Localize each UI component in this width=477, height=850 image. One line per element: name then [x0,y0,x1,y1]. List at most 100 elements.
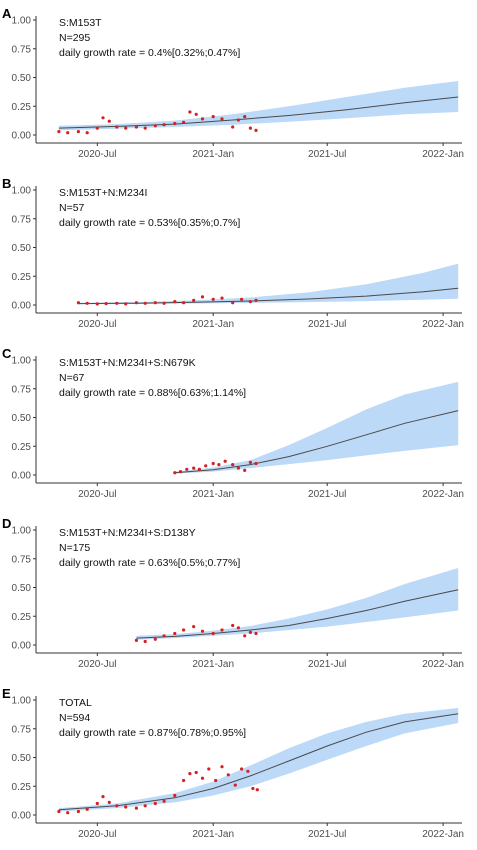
observed-point [76,301,80,305]
observed-point [231,301,235,305]
observed-point [143,639,147,644]
y-tick-label: 0.00 [12,471,32,482]
observed-point [192,625,196,629]
observed-point [236,118,240,122]
chart-panel-d: D 0.00 0.25 0.50 0.75 1.00 2020-Jul 2021-Jan 202… [2,516,464,670]
fitted-trend-line [136,589,459,639]
x-tick-label: 2021-Jul [308,489,346,500]
x-tick-label: 2022-Jan [422,149,464,160]
observed-point [173,793,177,798]
chart-panel-a: A 0.00 0.25 0.50 0.75 1.00 2020-Jul 2021-Jan 202… [2,6,464,160]
sample-count-label: N=67 [59,372,85,384]
x-tick-label: 2022-Jan [422,489,464,500]
observed-point [182,301,186,305]
y-tick-label: 0.75 [12,554,32,565]
observed-point [173,471,177,475]
observed-point [178,470,183,474]
observed-point [194,112,198,116]
observed-point [104,302,108,306]
observed-point [185,467,189,471]
confidence-band [174,381,459,474]
fitted-trend-line [58,713,459,811]
x-tick-label: 2021-Jan [192,489,234,500]
observed-point [85,301,89,305]
x-tick-label: 2022-Jan [422,319,464,330]
observed-point [226,773,230,777]
panel-letter: C [2,346,12,361]
chart-panel-e: E 0.00 0.25 0.50 0.75 1.00 2020-Jul 2021-Jan 202… [2,686,464,840]
observed-point [197,467,201,471]
observed-point [254,128,258,132]
observed-point [107,119,111,123]
panel-letter: E [2,686,11,701]
observed-point [220,117,224,121]
growth-rate-label: daily growth rate = 0.63%[0.5%;0.77%] [59,557,240,569]
observed-point [143,804,147,808]
y-tick-label: 0.50 [12,413,32,424]
observed-point [243,634,247,638]
observed-point [200,117,205,121]
observed-point [188,110,192,114]
sample-count-label: N=295 [59,32,90,44]
variant-label: S:M153T [59,17,102,29]
observed-point [85,807,89,811]
observed-point [162,634,166,638]
observed-point [153,124,157,128]
observed-point [231,125,235,129]
confidence-band [78,263,459,305]
observed-point [194,770,198,775]
observed-point [211,631,215,636]
y-tick-label: 0.00 [12,641,32,652]
observed-point [173,121,177,126]
variant-label: TOTAL [59,697,92,709]
observed-point [153,637,157,641]
observed-point [211,461,215,466]
observed-point [95,801,99,806]
observed-point [248,460,252,464]
confidence-band [58,81,459,131]
x-tick-label: 2021-Jul [308,829,346,840]
variant-label: S:M153T+N:M234I+S:N679K [59,357,196,369]
y-tick-label: 1.00 [12,356,32,367]
observed-point [162,301,166,305]
observed-point [173,300,177,304]
observed-point [101,116,105,120]
observed-point [207,767,211,771]
fitted-trend-line [174,410,459,474]
observed-point [76,130,80,134]
observed-point [134,125,138,129]
observed-point [248,630,252,635]
observed-point [124,805,128,809]
y-tick-label: 0.25 [12,782,32,793]
observed-point [192,298,196,302]
observed-point [182,628,186,632]
observed-point [188,772,192,776]
sample-count-label: N=594 [59,712,90,724]
observed-point [107,800,111,805]
observed-point [57,809,61,814]
chart-panel-b: B 0.00 0.25 0.50 0.75 1.00 2020-Jul 2021-Jan 202… [2,176,464,330]
x-tick-label: 2021-Jul [308,319,346,330]
observed-point [248,300,252,304]
x-tick-label: 2022-Jan [422,829,464,840]
panel-letter: B [2,176,11,191]
y-tick-label: 1.00 [12,696,32,707]
y-tick-label: 0.25 [12,612,32,623]
y-tick-label: 0.75 [12,724,32,735]
panel-letter: D [2,516,11,531]
y-tick-label: 0.00 [12,131,32,142]
observed-point [236,626,240,630]
y-tick-label: 0.25 [12,102,32,113]
observed-point [254,631,258,636]
observed-point [217,463,221,467]
y-tick-label: 0.25 [12,442,32,453]
observed-point [220,628,224,632]
observed-point [236,466,240,470]
x-tick-label: 2020-Jul [78,489,116,500]
observed-point [240,297,244,301]
observed-point [115,301,119,305]
chart-panel-c: C 0.00 0.25 0.50 0.75 1.00 2020-Jul 2021-Jan 202… [2,346,464,500]
sample-count-label: N=175 [59,542,90,554]
y-tick-label: 0.25 [12,272,32,283]
observed-point [101,795,105,799]
